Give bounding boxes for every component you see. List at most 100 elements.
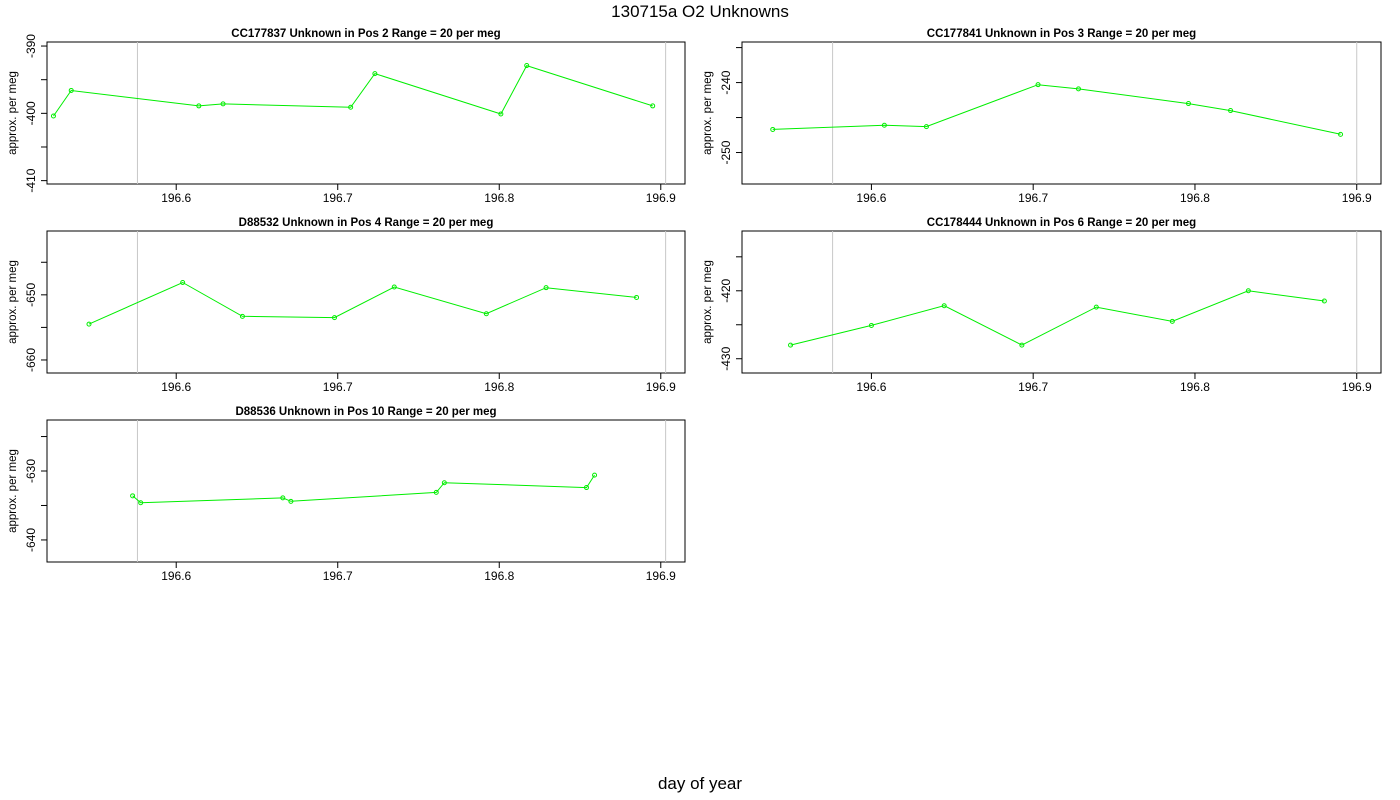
x-tick-label: 196.6 [161,191,191,205]
data-point [288,498,294,504]
plot-frame [46,230,686,374]
y-axis-label: approx. per meg [7,449,19,533]
data-point [130,493,136,499]
data-point [138,500,144,506]
data-point [180,279,186,285]
panel-title: D88536 Unknown in Pos 10 Range = 20 per … [235,406,496,418]
data-point [634,294,640,300]
x-tick-label: 196.8 [1180,191,1210,205]
y-tick-label: -250 [719,140,733,164]
data-point [391,284,397,290]
x-tick-label: 196.7 [323,191,353,205]
panel-title: CC178444 Unknown in Pos 6 Range = 20 per… [927,217,1196,229]
x-tick-label: 196.8 [484,569,514,583]
data-point [86,321,92,327]
data-point [770,126,776,132]
y-tick-label: -410 [24,168,38,192]
chart-panel: CC177837 Unknown in Pos 2 Range = 20 per… [7,28,686,205]
y-tick-label: -390 [24,34,38,58]
data-point [868,322,874,328]
x-tick-label: 196.9 [1342,191,1372,205]
panel-title: CC177841 Unknown in Pos 3 Range = 20 per… [927,28,1196,40]
data-point [650,103,656,109]
x-tick-label: 196.7 [1018,380,1048,394]
panel-title: D88532 Unknown in Pos 4 Range = 20 per m… [239,217,494,229]
data-point [881,122,887,128]
y-tick-label: -630 [24,459,38,483]
data-point [1075,86,1081,92]
data-point [372,71,378,77]
y-axis-label: approx. per meg [7,260,19,344]
data-point [1019,342,1025,348]
y-axis-label: approx. per meg [702,71,714,155]
data-point [788,342,794,348]
chart-panel: D88532 Unknown in Pos 4 Range = 20 per m… [7,217,686,394]
data-point [543,285,549,291]
x-tick-label: 196.9 [646,380,676,394]
x-tick-label: 196.7 [323,569,353,583]
data-point [1228,108,1234,114]
data-point [1169,318,1175,324]
data-point [583,485,589,491]
y-tick-label: -240 [719,70,733,94]
x-tick-label: 196.7 [1018,191,1048,205]
data-point [239,313,245,319]
x-tick-label: 196.6 [856,191,886,205]
data-point [348,104,354,110]
plot-frame [741,230,1382,374]
series-line [53,64,653,117]
y-axis-label: approx. per meg [7,71,19,155]
x-tick-label: 196.9 [1342,380,1372,394]
series-line [132,474,595,504]
data-point [923,124,929,130]
y-tick-label: -430 [719,346,733,370]
plot-frame [741,41,1382,185]
x-tick-label: 196.9 [646,569,676,583]
series-line [88,281,637,325]
y-tick-label: -640 [24,528,38,552]
x-tick-label: 196.8 [484,380,514,394]
data-point [433,489,439,495]
x-tick-label: 196.6 [856,380,886,394]
data-point [524,63,530,69]
plot-frame [46,41,686,185]
y-tick-label: -420 [719,278,733,302]
series-line [772,84,1341,135]
page-title: 130715a O2 Unknowns [611,2,789,21]
y-tick-label: -650 [24,283,38,307]
data-point [332,315,338,321]
data-point [1035,82,1041,88]
data-point [220,101,226,107]
x-tick-label: 196.8 [484,191,514,205]
x-tick-label: 196.7 [323,380,353,394]
data-point [941,303,947,309]
y-axis-label: approx. per meg [702,260,714,344]
x-tick-label: 196.6 [161,380,191,394]
chart-panel: CC177841 Unknown in Pos 3 Range = 20 per… [702,28,1382,205]
chart-panel: D88536 Unknown in Pos 10 Range = 20 per … [7,406,686,583]
data-point [483,311,489,317]
x-tick-label: 196.9 [646,191,676,205]
data-point [592,472,598,478]
plot-frame [46,419,686,563]
data-point [498,111,504,117]
series-line [790,290,1325,346]
data-point [196,103,202,109]
data-point [68,87,74,93]
x-tick-label: 196.8 [1180,380,1210,394]
data-point [1338,131,1344,137]
data-point [50,113,56,119]
y-tick-label: -400 [24,101,38,125]
x-tick-label: 196.6 [161,569,191,583]
data-point [1093,304,1099,310]
data-point [1321,298,1327,304]
data-point [441,480,447,486]
panel-title: CC177837 Unknown in Pos 2 Range = 20 per… [231,28,500,40]
y-tick-label: -660 [24,348,38,372]
chart-panel: CC178444 Unknown in Pos 6 Range = 20 per… [702,217,1382,394]
data-point [1245,288,1251,294]
x-axis-caption: day of year [657,774,743,793]
data-point [1185,101,1191,107]
data-point [280,495,286,501]
